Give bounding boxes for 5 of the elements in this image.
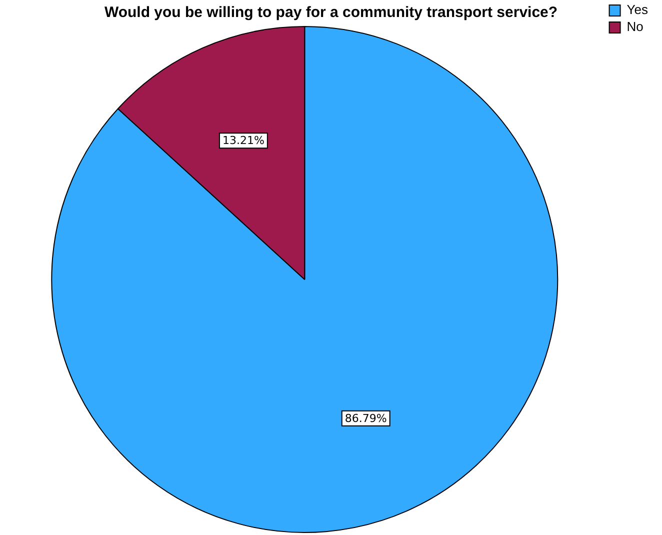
chart-title: Would you be willing to pay for a community transport service? <box>104 4 558 22</box>
legend-label: No <box>626 19 644 34</box>
legend-label: Yes <box>626 2 648 18</box>
data-label: 86.79% <box>344 412 387 425</box>
data-label: 13.21% <box>222 134 264 147</box>
